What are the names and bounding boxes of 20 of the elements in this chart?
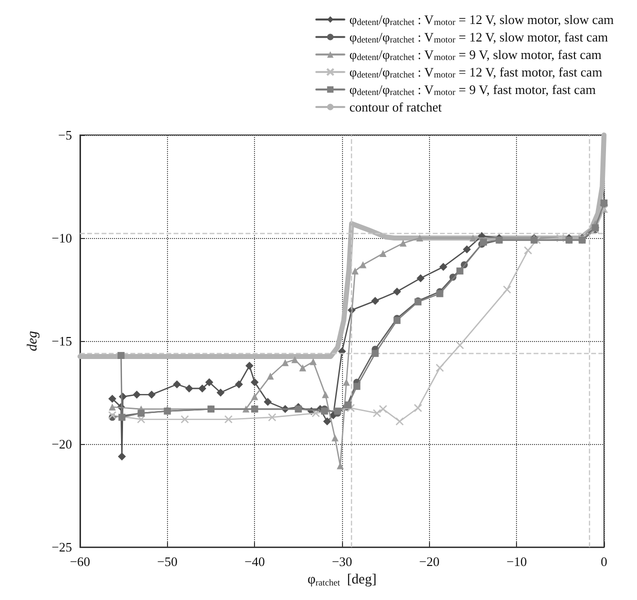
y-tick-label: −15: [52, 334, 72, 349]
y-tick-label: −10: [52, 230, 72, 246]
x-tick-label: −60: [70, 554, 90, 570]
y-axis-title: deg: [26, 330, 40, 352]
legend-label: φdetent/φratchet : Vmotor = 9 V, fast motor, fast cam: [349, 82, 596, 97]
x-tick-label: −50: [157, 554, 178, 570]
legend-label: φdetent/φratchet : Vmotor = 12 V, fast motor, fast cam: [349, 64, 602, 80]
y-tick-label: −5: [58, 128, 72, 142]
legend-label: φdetent/φratchet : Vmotor = 12 V, slow motor, slow cam: [349, 12, 614, 27]
x-tick-label: −40: [244, 554, 265, 570]
legend-label: φdetent/φratchet : Vmotor = 9 V, slow motor, fast cam: [349, 47, 602, 62]
x-axis-title: φratchet [deg]: [307, 572, 377, 588]
x-tick-label: −30: [332, 554, 352, 570]
legend-label: φdetent/φratchet : Vmotor = 12 V, slow motor, fast cam: [349, 30, 608, 44]
x-tick-label: −20: [419, 554, 440, 570]
x-tick-label: 0: [600, 554, 608, 570]
y-tick-label: −25: [52, 540, 72, 555]
legend-label: contour of ratchet: [349, 100, 442, 114]
x-tick-label: −10: [506, 554, 527, 570]
y-tick-label: −20: [52, 436, 72, 452]
